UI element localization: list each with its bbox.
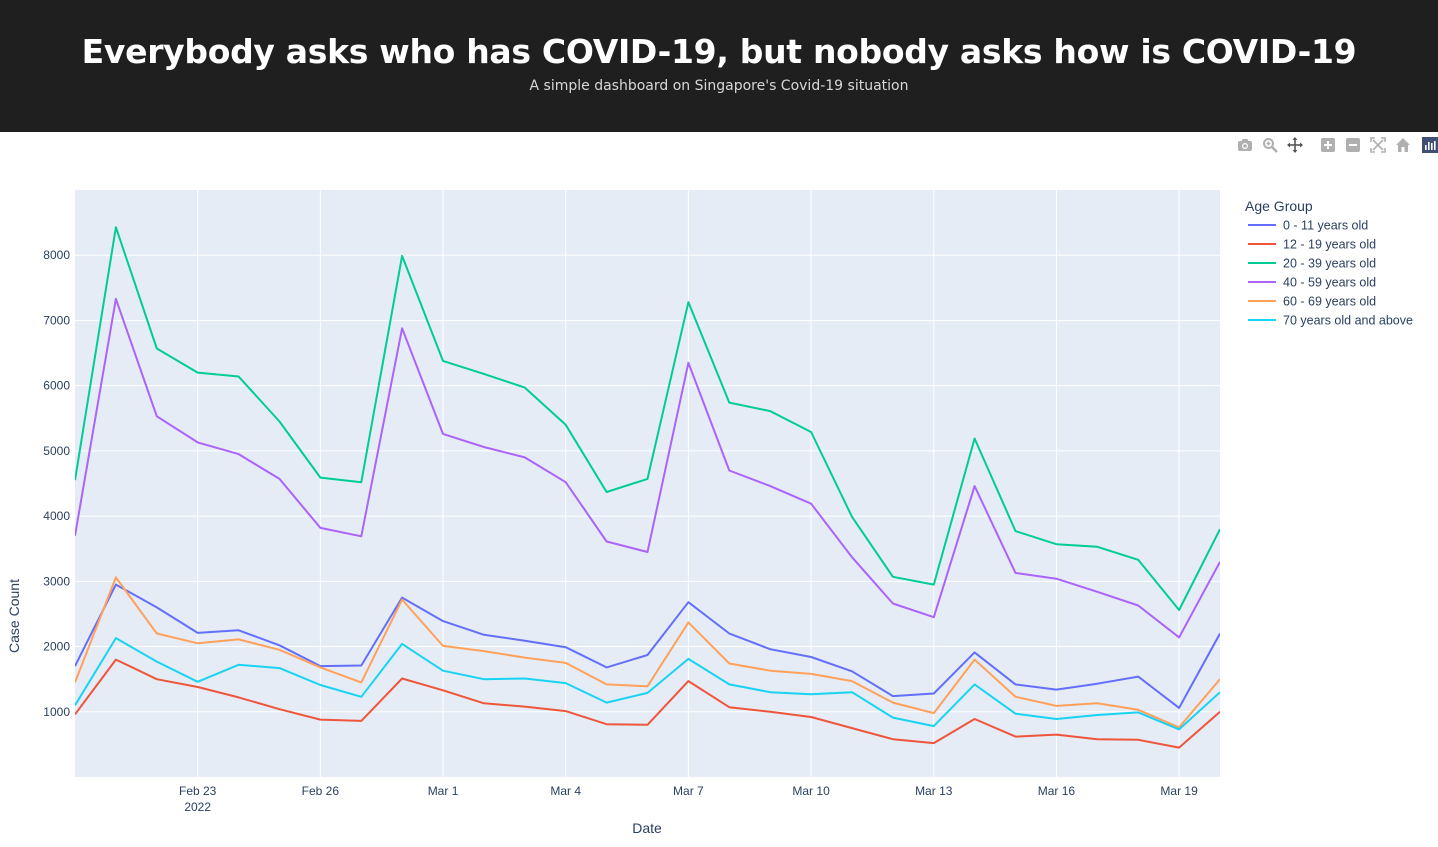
plotly-logo-icon[interactable] bbox=[1422, 137, 1438, 153]
y-tick-label: 7000 bbox=[43, 313, 70, 327]
series-lines bbox=[75, 226, 1220, 749]
legend-item-label[interactable]: 12 - 19 years old bbox=[1283, 238, 1376, 252]
y-axis-title: Case Count bbox=[6, 579, 22, 653]
series-line[interactable] bbox=[75, 226, 1220, 611]
x-tick-label: Feb 26 bbox=[302, 784, 340, 798]
y-tick-label: 8000 bbox=[43, 248, 70, 262]
pan-icon[interactable] bbox=[1286, 136, 1304, 154]
autoscale-icon[interactable] bbox=[1369, 136, 1387, 154]
legend-title: Age Group bbox=[1245, 198, 1313, 214]
reset-axes-icon[interactable] bbox=[1394, 136, 1412, 154]
series-line[interactable] bbox=[75, 637, 1220, 731]
y-axis-ticks: 1000 2000 3000 4000 5000 6000 7000 8000 bbox=[43, 248, 70, 719]
modebar bbox=[1229, 136, 1438, 154]
page-subtitle: A simple dashboard on Singapore's Covid-… bbox=[529, 78, 909, 94]
gridlines bbox=[75, 190, 1220, 777]
zoom-out-icon[interactable] bbox=[1344, 136, 1362, 154]
series-line[interactable] bbox=[75, 658, 1220, 749]
line-chart: 1000 2000 3000 4000 5000 6000 7000 8000 Feb 23 2… bbox=[6, 190, 1413, 836]
legend: Age Group 0 - 11 years old 12 - 19 years … bbox=[1245, 198, 1413, 328]
x-tick-label: Mar 4 bbox=[550, 784, 581, 798]
dashboard-header: Everybody asks who has COVID-19, but nob… bbox=[0, 0, 1438, 132]
y-tick-label: 5000 bbox=[43, 444, 70, 458]
series-line[interactable] bbox=[75, 576, 1220, 729]
legend-item-label[interactable]: 60 - 69 years old bbox=[1283, 295, 1376, 309]
x-tick-year-label: 2022 bbox=[184, 800, 211, 814]
x-tick-label: Mar 19 bbox=[1160, 784, 1198, 798]
y-tick-label: 3000 bbox=[43, 574, 70, 588]
x-tick-label: Feb 23 bbox=[179, 784, 217, 798]
y-tick-label: 6000 bbox=[43, 379, 70, 393]
legend-item-label[interactable]: 20 - 39 years old bbox=[1283, 257, 1376, 271]
x-tick-label: Mar 1 bbox=[428, 784, 459, 798]
legend-item-label[interactable]: 40 - 59 years old bbox=[1283, 276, 1376, 290]
page-title: Everybody asks who has COVID-19, but nob… bbox=[81, 32, 1357, 71]
zoom-icon[interactable] bbox=[1261, 136, 1279, 154]
y-tick-label: 1000 bbox=[43, 705, 70, 719]
y-tick-label: 4000 bbox=[43, 509, 70, 523]
x-axis-title: Date bbox=[632, 820, 662, 836]
x-axis-ticks: Feb 23 2022 Feb 26 Mar 1 Mar 4 Mar 7 Mar 10 Mar… bbox=[179, 784, 1198, 814]
x-tick-label: Mar 10 bbox=[792, 784, 830, 798]
y-tick-label: 2000 bbox=[43, 640, 70, 654]
plot-area bbox=[75, 190, 1220, 777]
legend-item-label[interactable]: 0 - 11 years old bbox=[1283, 219, 1368, 233]
series-line[interactable] bbox=[75, 583, 1220, 709]
x-tick-label: Mar 7 bbox=[673, 784, 704, 798]
zoom-in-icon[interactable] bbox=[1319, 136, 1337, 154]
series-line[interactable] bbox=[75, 297, 1220, 639]
legend-item-label[interactable]: 70 years old and above bbox=[1283, 314, 1413, 328]
x-tick-label: Mar 16 bbox=[1038, 784, 1076, 798]
x-tick-label: Mar 13 bbox=[915, 784, 953, 798]
camera-icon[interactable] bbox=[1236, 136, 1254, 154]
